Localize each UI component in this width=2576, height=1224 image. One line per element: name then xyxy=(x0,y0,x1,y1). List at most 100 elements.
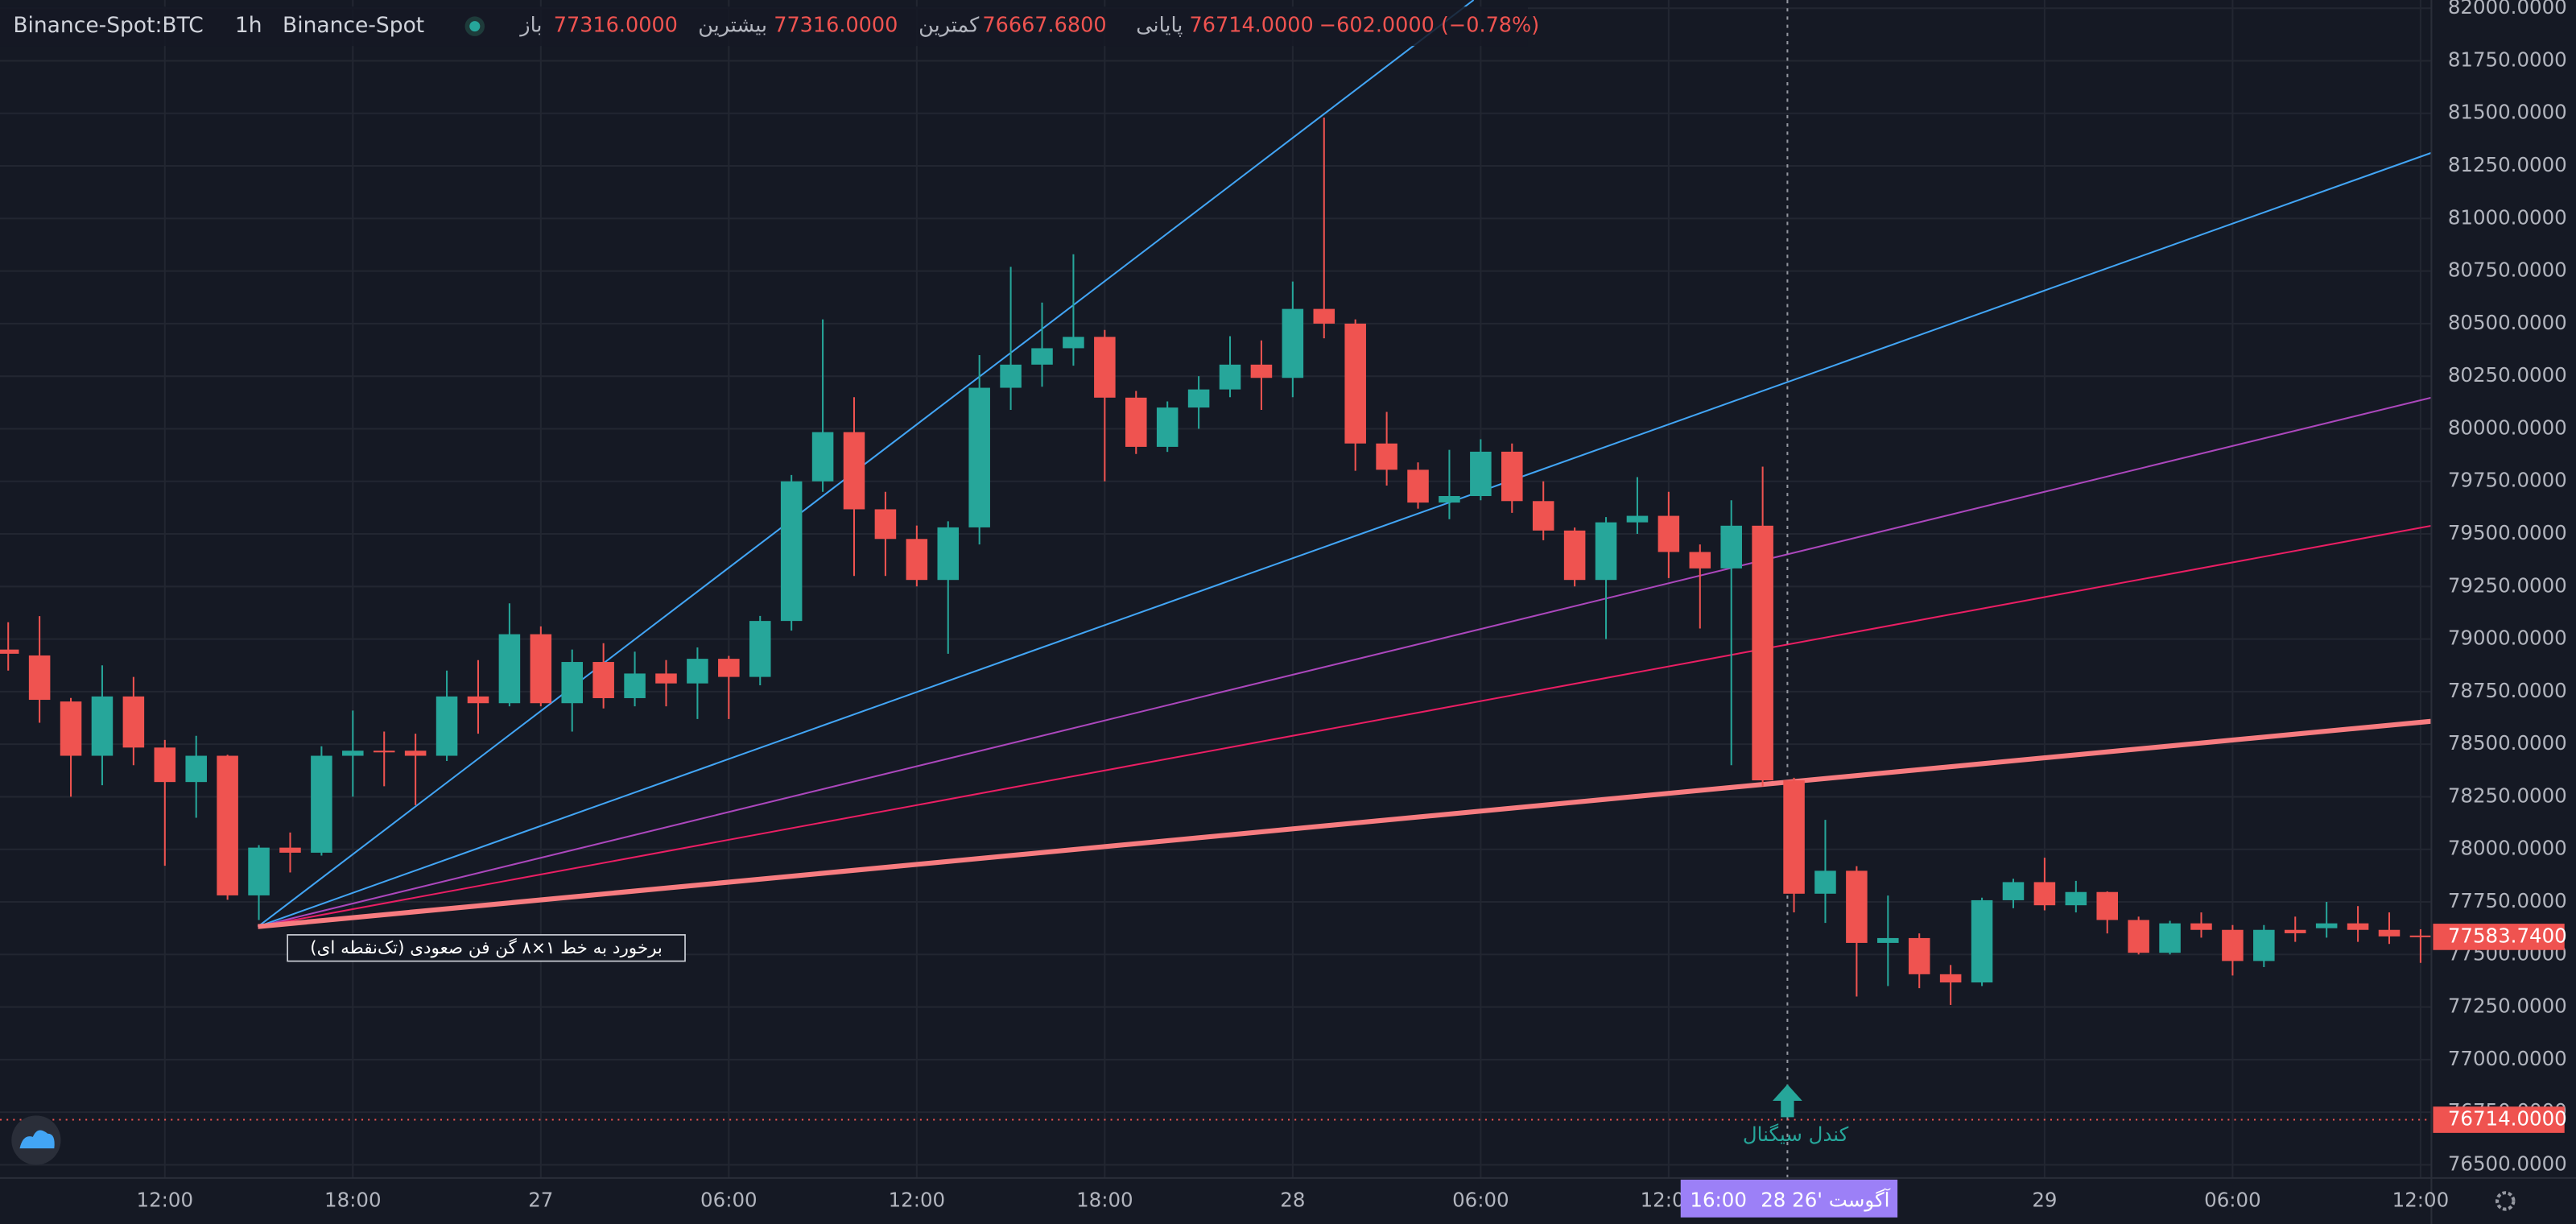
candle-body xyxy=(968,387,990,527)
candle-body xyxy=(2159,923,2181,953)
x-tick-label: 12:00 xyxy=(2392,1188,2450,1211)
legend-value: 77316.0000 xyxy=(774,14,898,38)
candle-body xyxy=(687,659,708,684)
x-tick-label: 18:00 xyxy=(324,1188,382,1211)
candles xyxy=(0,117,2432,1005)
candle-body xyxy=(906,539,928,581)
candle-body xyxy=(342,751,364,756)
y-tick-label: 78000.0000 xyxy=(2448,837,2567,860)
signal-label: کندل سیگنال xyxy=(1743,1123,1849,1146)
candle-body xyxy=(2002,882,2025,900)
candle-body xyxy=(1971,899,1993,983)
x-tick-label: 18:00 xyxy=(1076,1188,1133,1211)
candle-body xyxy=(1814,870,1836,894)
crosshair-time: 16:00 xyxy=(1690,1188,1747,1211)
candle-body xyxy=(843,432,865,510)
candle-body xyxy=(1532,501,1554,531)
candle-body xyxy=(2253,929,2275,961)
candle-body xyxy=(28,655,51,701)
y-tick-label: 81000.0000 xyxy=(2448,205,2567,229)
interval[interactable]: 1h xyxy=(235,13,262,38)
gann-line xyxy=(258,396,2432,928)
candle-body xyxy=(1846,870,1868,943)
candle-body xyxy=(154,747,176,783)
candle-body xyxy=(2128,920,2149,953)
y-tick-label: 79000.0000 xyxy=(2448,626,2567,650)
candle-body xyxy=(0,649,19,654)
candle-body xyxy=(2033,882,2056,906)
candle-body xyxy=(1063,337,1084,349)
x-tick-label: 27 xyxy=(528,1188,553,1211)
candle-body xyxy=(311,755,332,853)
y-tick-label: 77000.0000 xyxy=(2448,1047,2567,1070)
candle-body xyxy=(373,751,395,753)
signal-arrow xyxy=(1773,1084,1802,1118)
candle-body xyxy=(248,847,270,895)
candle-body xyxy=(749,621,771,677)
candle-body xyxy=(1250,364,1273,378)
legend-value: 77316.0000 xyxy=(554,14,678,38)
logo-icon xyxy=(19,1130,55,1149)
y-tick-label: 82000.0000 xyxy=(2448,0,2567,19)
candle-body xyxy=(1031,348,1053,365)
annotation-box xyxy=(287,934,686,962)
y-tick-label: 80000.0000 xyxy=(2448,416,2567,439)
candle-body xyxy=(1501,451,1523,502)
candle-body xyxy=(2222,929,2244,961)
y-tick-label: 80250.0000 xyxy=(2448,363,2567,387)
gann-fan xyxy=(257,0,2432,929)
gann-line xyxy=(258,718,2432,929)
candle-body xyxy=(592,662,614,698)
candle-body xyxy=(467,696,489,704)
marker-price-box xyxy=(2433,1106,2565,1133)
x-tick-label: 06:00 xyxy=(2204,1188,2261,1211)
candle-body xyxy=(1657,515,1680,552)
grid xyxy=(0,0,2432,1178)
candle-body xyxy=(655,673,677,684)
y-tick-label: 80500.0000 xyxy=(2448,311,2567,334)
x-tick-label: 06:00 xyxy=(1452,1188,1509,1211)
exchange: Binance-Spot xyxy=(283,13,424,38)
candle-body xyxy=(530,634,552,704)
last-price-label: 77583.7400 xyxy=(2448,924,2567,947)
candle-body xyxy=(780,481,803,622)
legend-label: کمترین xyxy=(919,14,980,38)
annotation: برخورد به خط ۱×۸ گن فن صعودی (تک‌نقطه ای… xyxy=(310,937,663,958)
candle-body xyxy=(2315,923,2338,928)
candle-body xyxy=(1470,451,1492,497)
x-tick-label: 12:00 xyxy=(889,1188,946,1211)
candle-body xyxy=(561,662,583,704)
candle-body xyxy=(404,751,427,756)
candle-body xyxy=(1908,937,1930,974)
axes: 76500.000076750.000077000.000077250.0000… xyxy=(137,0,2567,1211)
candle-body xyxy=(1094,337,1116,398)
candle-body xyxy=(1407,469,1429,503)
x-tick-label: 28 xyxy=(1280,1188,1305,1211)
candle-body xyxy=(2065,891,2087,906)
gann-line xyxy=(257,0,1475,928)
candle-body xyxy=(185,755,207,783)
candle-body xyxy=(1783,780,1805,894)
candle-body xyxy=(2096,891,2118,920)
candle-body xyxy=(1720,525,1742,569)
settings-icon[interactable] xyxy=(2496,1191,2516,1211)
change: −602.0000 (−0.78%) xyxy=(1319,14,1539,38)
candle-body xyxy=(1125,397,1147,447)
symbol[interactable]: Binance-Spot:BTC xyxy=(13,13,203,38)
y-tick-label: 78250.0000 xyxy=(2448,784,2567,807)
candle-body xyxy=(1156,407,1179,447)
candle-body xyxy=(624,673,646,698)
gann-line xyxy=(258,524,2432,928)
candle-body xyxy=(1344,323,1366,444)
y-tick-label: 78500.0000 xyxy=(2448,731,2567,755)
marker-price-label: 76714.0000 xyxy=(2448,1107,2567,1131)
candle-body xyxy=(2378,929,2401,937)
candle-body xyxy=(1877,937,1899,943)
candle-body xyxy=(1376,443,1397,470)
legend-label: پایانی xyxy=(1136,14,1183,38)
candle-body xyxy=(2409,935,2432,937)
candle-body xyxy=(1219,364,1241,390)
y-tick-label: 81500.0000 xyxy=(2448,101,2567,124)
candle-body xyxy=(122,696,145,748)
